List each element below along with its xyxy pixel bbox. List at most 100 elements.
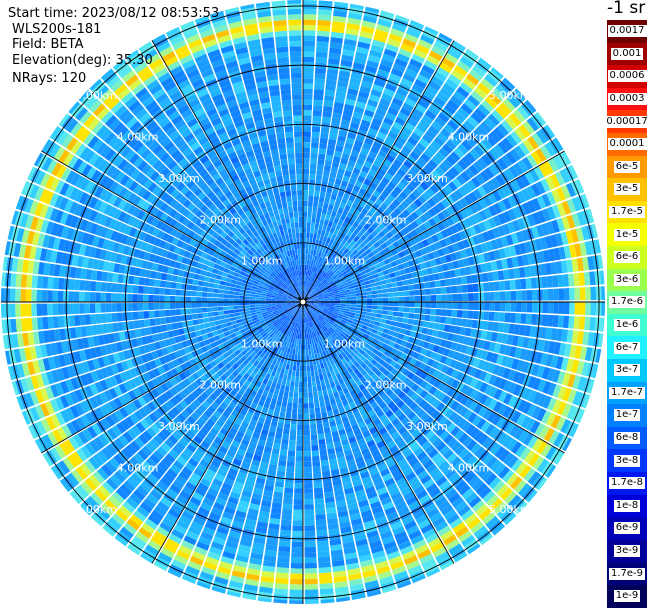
beta-gate [297,430,303,435]
beta-gate [303,137,311,143]
beta-gate [304,446,311,452]
beta-gate [166,324,172,331]
beta-gate [313,201,318,207]
beta-gate [279,412,285,418]
beta-gate [452,294,458,301]
beta-gate [321,186,327,192]
beta-gate [377,306,383,310]
beta-gate [321,384,326,390]
beta-gate [392,316,398,321]
beta-gate [144,319,150,327]
beta-gate [291,558,303,564]
beta-gate [319,401,325,407]
beta-gate [288,397,293,403]
beta-gate [392,282,398,287]
beta-gate [457,302,462,309]
beta-gate [510,313,516,323]
beta-gate [322,116,331,122]
beta-gate [312,381,316,387]
beta-gate [305,265,307,270]
beta-gate [165,317,171,324]
beta-gate [290,424,296,430]
beta-gate [404,302,409,307]
beta-gate [303,0,317,4]
beta-gate [292,531,303,537]
beta-gate [304,382,308,387]
beta-gate [224,310,230,314]
beta-gate [280,406,286,412]
beta-gate [409,296,414,301]
beta-gate [356,299,361,302]
beta-gate [388,306,394,310]
beta-gate [415,302,420,307]
beta-gate [532,302,538,313]
beta-gate [312,450,319,456]
beta-gate [296,446,303,451]
beta-gate [305,573,318,579]
beta-gate [304,499,313,505]
beta-gate [312,456,320,462]
beta-gate [220,319,226,324]
beta-gate [409,302,414,307]
beta-gate [387,315,393,320]
beta-gate [310,158,317,164]
beta-gate [516,291,522,301]
beta-gate [500,291,506,300]
beta-gate [489,312,495,321]
beta-gate [307,366,310,372]
beta-gate [304,467,312,473]
beta-gate [320,138,328,144]
beta-gate [527,290,533,301]
beta-gate [385,279,391,284]
beta-gate [303,110,312,116]
beta-gate [320,449,328,455]
beta-gate [477,274,483,283]
beta-gate [318,434,325,440]
beta-gate [304,472,312,478]
beta-gate [291,547,303,553]
beta-gate [296,440,303,445]
beta-gate [279,390,284,396]
beta-gate [289,365,293,371]
beta-gate [321,411,327,417]
beta-gate [312,126,320,132]
beta-gate [298,350,301,355]
beta-gate [311,376,315,382]
beta-gate [322,176,329,182]
beta-gate [315,68,326,74]
beta-gate [366,309,372,313]
beta-gate [309,185,315,191]
beta-gate [298,398,303,403]
beta-gate [532,290,538,301]
beta-gate [473,293,479,301]
beta-gate [303,126,311,132]
beta-gate [383,302,388,306]
beta-gate [303,158,310,163]
beta-gate [321,122,330,128]
beta-gate [489,302,495,311]
beta-gate [516,302,522,312]
beta-gate [305,334,307,339]
beta-gate [436,288,442,295]
beta-gate [585,302,591,315]
beta-gate [367,298,372,301]
beta-gate [371,313,377,317]
beta-gate [310,413,316,419]
beta-gate [303,371,306,376]
beta-gate [558,315,564,327]
beta-gate [305,339,307,344]
beta-gate [280,530,291,536]
beta-gate [511,302,517,312]
beta-gate [277,557,289,563]
beta-gate [276,476,285,482]
beta-gate [563,274,569,287]
beta-gate [280,450,288,456]
beta-gate [585,287,591,300]
beta-gate [284,493,293,499]
beta-gate [279,541,291,547]
beta-gate [428,274,434,281]
beta-gate [320,455,328,461]
beta-gate [305,259,307,264]
beta-gate [305,547,317,553]
beta-gate [579,317,585,330]
